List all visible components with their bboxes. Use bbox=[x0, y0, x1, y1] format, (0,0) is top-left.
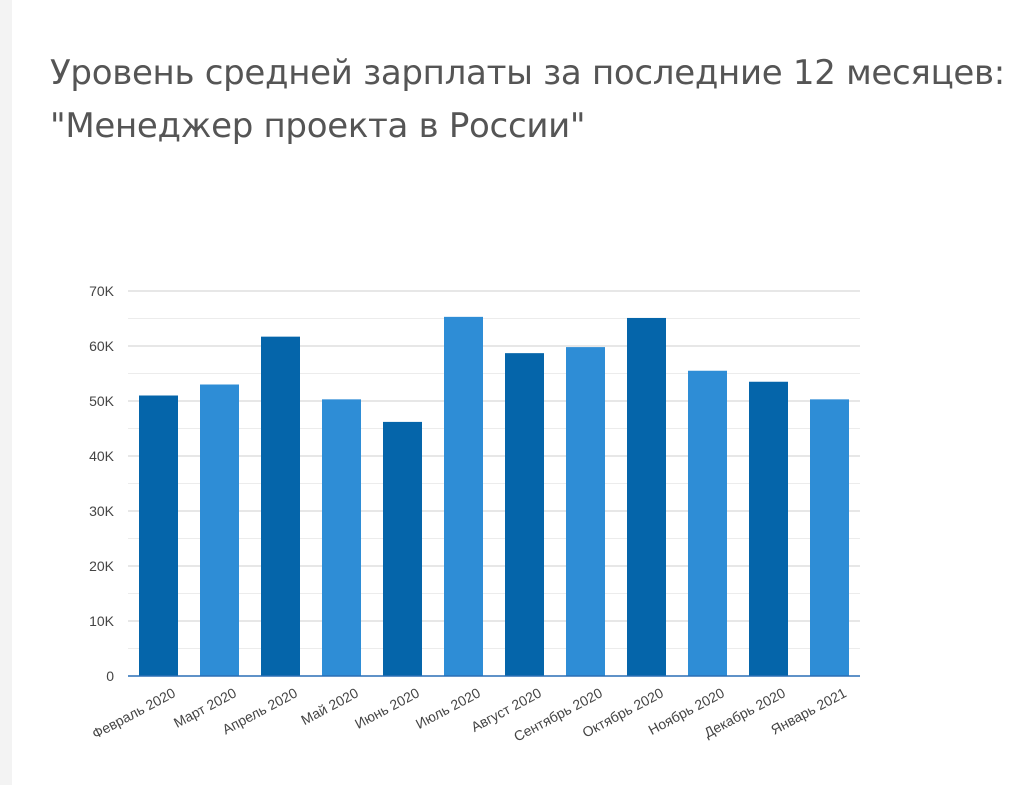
x-tick-label: Февраль 2020 bbox=[89, 684, 178, 741]
bar bbox=[383, 421, 422, 676]
chart-card: Уровень средней зарплаты за последние 12… bbox=[12, 0, 1013, 785]
bar bbox=[322, 399, 361, 676]
bar bbox=[261, 336, 300, 676]
y-tick-label: 20K bbox=[89, 558, 115, 574]
bar bbox=[566, 347, 605, 676]
y-tick-label: 30K bbox=[89, 503, 115, 519]
x-tick-label: Июнь 2020 bbox=[352, 684, 422, 731]
x-tick-label: Май 2020 bbox=[298, 684, 361, 728]
title-line-1: Уровень средней зарплаты за последние 12… bbox=[50, 53, 1005, 93]
bar bbox=[749, 381, 788, 676]
bar bbox=[810, 399, 849, 676]
y-tick-label: 70K bbox=[89, 283, 115, 299]
bar bbox=[505, 353, 544, 676]
y-tick-label: 40K bbox=[89, 448, 115, 464]
y-tick-label: 10K bbox=[89, 613, 115, 629]
page-title: Уровень средней зарплаты за последние 12… bbox=[50, 47, 1010, 153]
bar bbox=[627, 317, 666, 676]
title-line-2: "Менеджер проекта в России" bbox=[50, 106, 586, 146]
y-tick-label: 50K bbox=[89, 393, 115, 409]
bar bbox=[688, 370, 727, 676]
bar bbox=[139, 395, 178, 676]
bar bbox=[200, 384, 239, 676]
y-tick-label: 60K bbox=[89, 338, 115, 354]
bar bbox=[444, 316, 483, 676]
y-tick-label: 0 bbox=[106, 668, 114, 684]
